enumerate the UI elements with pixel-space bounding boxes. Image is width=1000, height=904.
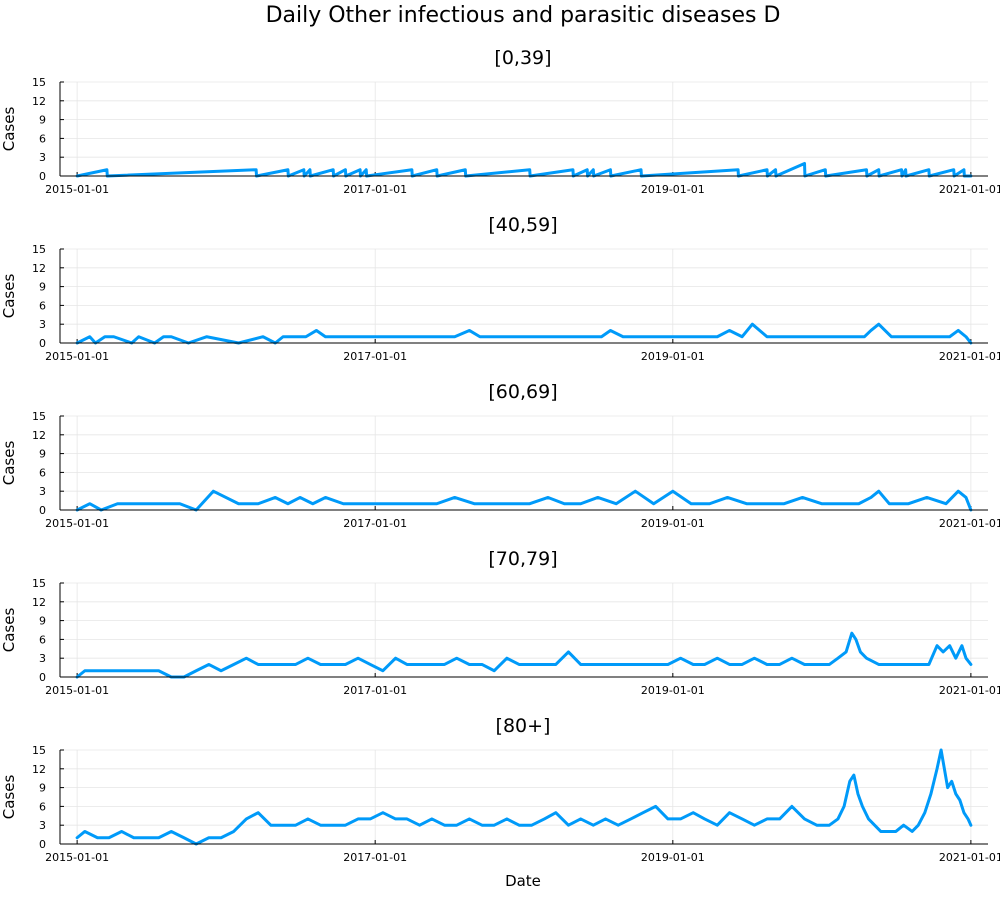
y-tick-label: 12 — [32, 262, 46, 275]
chart-title: Daily Other infectious and parasitic dis… — [266, 3, 781, 28]
x-tick-label: 2019-01-01 — [641, 684, 705, 697]
x-tick-label: 2021-01-01 — [939, 684, 1000, 697]
series-line — [75, 748, 973, 846]
panel-title: [70,79] — [488, 548, 557, 570]
x-tick-label: 2015-01-01 — [45, 183, 109, 196]
x-tick-label: 2017-01-01 — [343, 684, 407, 697]
series-line — [75, 322, 973, 345]
x-tick-label: 2019-01-01 — [641, 517, 705, 530]
y-tick-label: 15 — [32, 577, 46, 590]
panel-title: [60,69] — [488, 381, 557, 403]
y-tick-label: 0 — [39, 838, 46, 851]
y-tick-label: 3 — [39, 819, 46, 832]
y-tick-label: 9 — [39, 114, 46, 127]
panel-title: [80+] — [496, 715, 551, 737]
y-tick-label: 0 — [39, 504, 46, 517]
x-tick-label: 2021-01-01 — [939, 851, 1000, 864]
x-tick-label: 2015-01-01 — [45, 350, 109, 363]
y-tick-label: 6 — [39, 466, 46, 479]
y-tick-label: 15 — [32, 410, 46, 423]
y-tick-label: 9 — [39, 782, 46, 795]
x-tick-label: 2019-01-01 — [641, 350, 705, 363]
x-tick-label: 2017-01-01 — [343, 517, 407, 530]
y-tick-label: 0 — [39, 170, 46, 183]
panel-title: [40,59] — [488, 214, 557, 236]
y-axis-label: Cases — [0, 441, 18, 486]
x-tick-label: 2021-01-01 — [939, 350, 1000, 363]
y-tick-label: 3 — [39, 652, 46, 665]
x-tick-label: 2015-01-01 — [45, 851, 109, 864]
y-tick-label: 15 — [32, 744, 46, 757]
y-tick-label: 12 — [32, 95, 46, 108]
y-tick-label: 0 — [39, 671, 46, 684]
x-tick-label: 2017-01-01 — [343, 851, 407, 864]
y-tick-label: 12 — [32, 429, 46, 442]
series-line — [75, 489, 973, 512]
y-tick-label: 6 — [39, 132, 46, 145]
y-tick-label: 6 — [39, 633, 46, 646]
x-tick-label: 2019-01-01 — [641, 183, 705, 196]
y-tick-label: 9 — [39, 448, 46, 461]
panel-title: [0,39] — [494, 47, 551, 69]
x-tick-label: 2015-01-01 — [45, 517, 109, 530]
y-tick-label: 9 — [39, 615, 46, 628]
y-tick-label: 6 — [39, 299, 46, 312]
series-line — [75, 631, 973, 679]
y-tick-label: 6 — [39, 800, 46, 813]
x-tick-label: 2021-01-01 — [939, 183, 1000, 196]
y-axis-label: Cases — [0, 775, 18, 820]
y-tick-label: 9 — [39, 281, 46, 294]
x-axis-label: Date — [505, 872, 541, 890]
y-tick-label: 3 — [39, 318, 46, 331]
y-tick-label: 0 — [39, 337, 46, 350]
y-tick-label: 15 — [32, 243, 46, 256]
y-axis-label: Cases — [0, 274, 18, 319]
y-tick-label: 12 — [32, 596, 46, 609]
x-tick-label: 2015-01-01 — [45, 684, 109, 697]
x-tick-label: 2017-01-01 — [343, 183, 407, 196]
y-axis-label: Cases — [0, 608, 18, 653]
y-tick-label: 3 — [39, 485, 46, 498]
x-tick-label: 2021-01-01 — [939, 517, 1000, 530]
y-tick-label: 15 — [32, 76, 46, 89]
y-axis-label: Cases — [0, 107, 18, 152]
x-tick-label: 2019-01-01 — [641, 851, 705, 864]
x-tick-label: 2017-01-01 — [343, 350, 407, 363]
y-tick-label: 3 — [39, 151, 46, 164]
series-line — [75, 161, 973, 178]
y-tick-label: 12 — [32, 763, 46, 776]
